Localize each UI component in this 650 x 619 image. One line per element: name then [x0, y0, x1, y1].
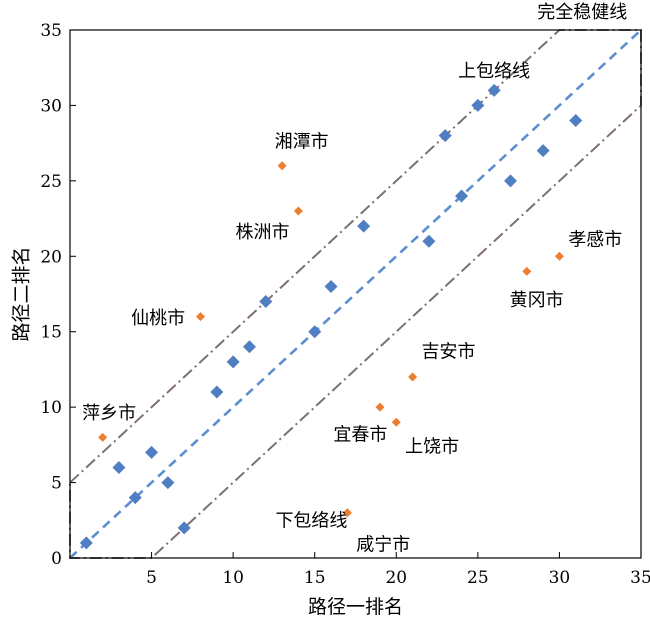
robust-city-point [242, 340, 256, 354]
outlier-city-point [554, 251, 564, 261]
x-axis-title: 路径一排名 [308, 596, 403, 618]
outlier-city-point [408, 372, 418, 382]
robust-city-point [79, 536, 93, 550]
y-tick-label: 35 [40, 21, 62, 41]
outlier-city-point [293, 206, 303, 216]
perfect-robust-line [69, 29, 642, 559]
annotation-label: 萍乡市 [82, 403, 136, 424]
x-tick-label: 35 [630, 568, 650, 588]
annotation-label: 黄冈市 [510, 290, 564, 311]
annotation-label: 宜春市 [333, 424, 387, 445]
robust-city-point [177, 521, 191, 535]
y-tick-label: 25 [40, 172, 62, 192]
axis-ticks: 5 10 15 20 25 30 35 0 5 10 15 20 25 30 35 [40, 21, 650, 588]
annotation-label: 完全稳健线 [537, 2, 627, 23]
y-tick-label: 30 [40, 96, 62, 116]
annotation-label: 上包络线 [458, 61, 530, 82]
outlier-city-point [342, 508, 352, 518]
outlier-city-point [98, 432, 108, 442]
robust-city-point [112, 460, 126, 474]
robust-city-point [569, 114, 583, 128]
plot-frame [69, 29, 642, 559]
robust-city-point [128, 491, 142, 505]
robust-city-point [357, 219, 371, 233]
robust-city-point [324, 279, 338, 293]
outlier-city-point [391, 417, 401, 427]
x-tick-label: 5 [146, 568, 157, 588]
x-tick-label: 10 [222, 568, 244, 588]
annotation-label: 咸宁市 [356, 534, 410, 555]
robust-city-point [471, 98, 485, 112]
annotation-label: 吉安市 [421, 341, 475, 362]
robust-city-point [259, 295, 273, 309]
data-points [79, 83, 583, 550]
annotation-label: 上饶市 [405, 436, 459, 457]
robust-city-point [487, 83, 501, 97]
robust-city-point [145, 445, 159, 459]
outlier-city-point [196, 312, 206, 322]
robust-city-point [226, 355, 240, 369]
robust-city-point [438, 129, 452, 143]
x-tick-label: 15 [304, 568, 326, 588]
y-tick-label: 0 [51, 549, 62, 569]
y-tick-label: 10 [40, 398, 62, 418]
outlier-city-point [522, 266, 532, 276]
annotation-label: 株洲市 [236, 222, 290, 243]
x-tick-label: 20 [385, 568, 407, 588]
robust-city-point [422, 234, 436, 248]
y-tick-label: 20 [40, 247, 62, 267]
robust-city-point [503, 174, 517, 188]
outlier-city-point [277, 161, 287, 171]
x-tick-label: 25 [467, 568, 489, 588]
annotation-label: 下包络线 [275, 510, 347, 531]
y-tick-label: 5 [51, 474, 62, 494]
y-tick-label: 15 [40, 323, 62, 343]
x-tick-label: 30 [549, 568, 571, 588]
y-axis-title: 路径二排名 [11, 246, 33, 341]
annotation-label: 孝感市 [568, 230, 622, 251]
annotation-label: 湘潭市 [275, 132, 329, 153]
robust-city-point [161, 476, 175, 490]
robust-city-point [308, 325, 322, 339]
annotation-label: 仙桃市 [131, 308, 185, 329]
robust-city-point [455, 189, 469, 203]
robust-city-point [210, 385, 224, 399]
outlier-city-point [375, 402, 385, 412]
robust-city-point [536, 144, 550, 158]
